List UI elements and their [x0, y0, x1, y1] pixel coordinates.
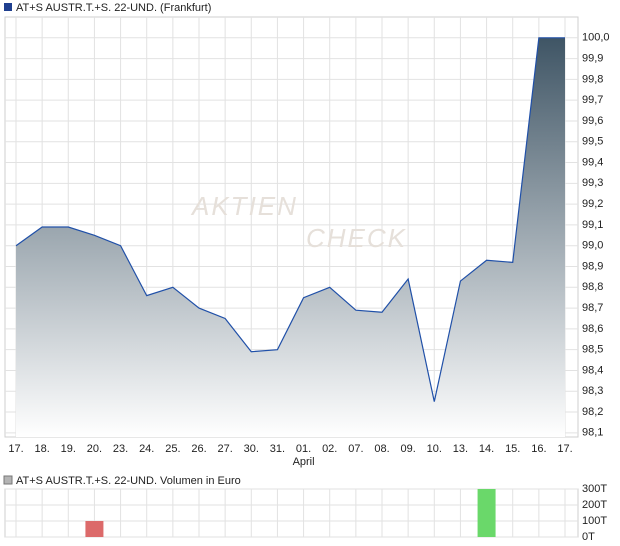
chart-title: AT+S AUSTR.T.+S. 22-UND. Volumen in Euro — [16, 475, 241, 487]
x-tick-label: 16. — [531, 443, 546, 455]
y-tick-label: 99,4 — [582, 156, 603, 168]
y-tick-label: 99,2 — [582, 198, 603, 210]
x-tick-label: 08. — [374, 443, 389, 455]
watermark: CHECK — [306, 223, 407, 253]
y-tick-label: 99,6 — [582, 115, 603, 127]
x-tick-label: 19. — [61, 443, 76, 455]
x-tick-label: 27. — [217, 443, 232, 455]
line — [15, 37, 565, 402]
watermark: AKTIEN — [190, 191, 298, 221]
x-tick-label: 01. — [296, 443, 311, 455]
x-tick-label: 30. — [244, 443, 259, 455]
y-tick-label: 98,9 — [582, 260, 603, 272]
y-tick-label: 100,0 — [582, 32, 610, 44]
x-tick-label: 09. — [400, 443, 415, 455]
y-tick-label: 200T — [582, 499, 607, 511]
y-tick-label: 98,2 — [582, 406, 603, 418]
x-tick-label: 17. — [8, 443, 23, 455]
x-tick-label: 18. — [34, 443, 49, 455]
y-tick-label: 100T — [582, 515, 607, 527]
y-tick-label: 98,5 — [582, 344, 603, 356]
x-tick-label: 17. — [557, 443, 572, 455]
x-tick-label: 20. — [87, 443, 102, 455]
x-tick-label: 14. — [479, 443, 494, 455]
bar — [477, 489, 496, 537]
y-tick-label: 98,7 — [582, 302, 603, 314]
legend-swatch — [3, 475, 13, 485]
x-tick-label: 23. — [113, 443, 128, 455]
y-tick-label: 99,0 — [582, 240, 603, 252]
y-tick-label: 300T — [582, 483, 607, 495]
x-tick-label: 24. — [139, 443, 154, 455]
y-tick-label: 99,1 — [582, 219, 603, 231]
area — [16, 37, 565, 437]
x-tick-label: 15. — [505, 443, 520, 455]
bar — [85, 521, 104, 537]
y-tick-label: 98,1 — [582, 427, 603, 439]
legend-swatch — [4, 3, 12, 11]
y-tick-label: 99,3 — [582, 177, 603, 189]
y-tick-label: 98,8 — [582, 281, 603, 293]
chart-title: AT+S AUSTR.T.+S. 22-UND. (Frankfurt) — [16, 2, 211, 14]
y-tick-label: 98,4 — [582, 364, 603, 376]
y-tick-label: 98,3 — [582, 385, 603, 397]
y-tick-label: 98,6 — [582, 323, 603, 335]
y-tick-label: 99,7 — [582, 94, 603, 106]
x-tick-label: 07. — [348, 443, 363, 455]
x-tick-label: 13. — [453, 443, 468, 455]
x-tick-label: 31. — [270, 443, 285, 455]
y-tick-label: 99,9 — [582, 52, 603, 64]
x-tick-label: 02. — [322, 443, 337, 455]
x-tick-label: 10. — [427, 443, 442, 455]
month-label: April — [293, 456, 315, 468]
x-tick-label: 26. — [191, 443, 206, 455]
y-tick-label: 0T — [582, 531, 595, 543]
y-tick-label: 99,5 — [582, 136, 603, 148]
y-tick-label: 99,8 — [582, 73, 603, 85]
x-tick-label: 25. — [165, 443, 180, 455]
